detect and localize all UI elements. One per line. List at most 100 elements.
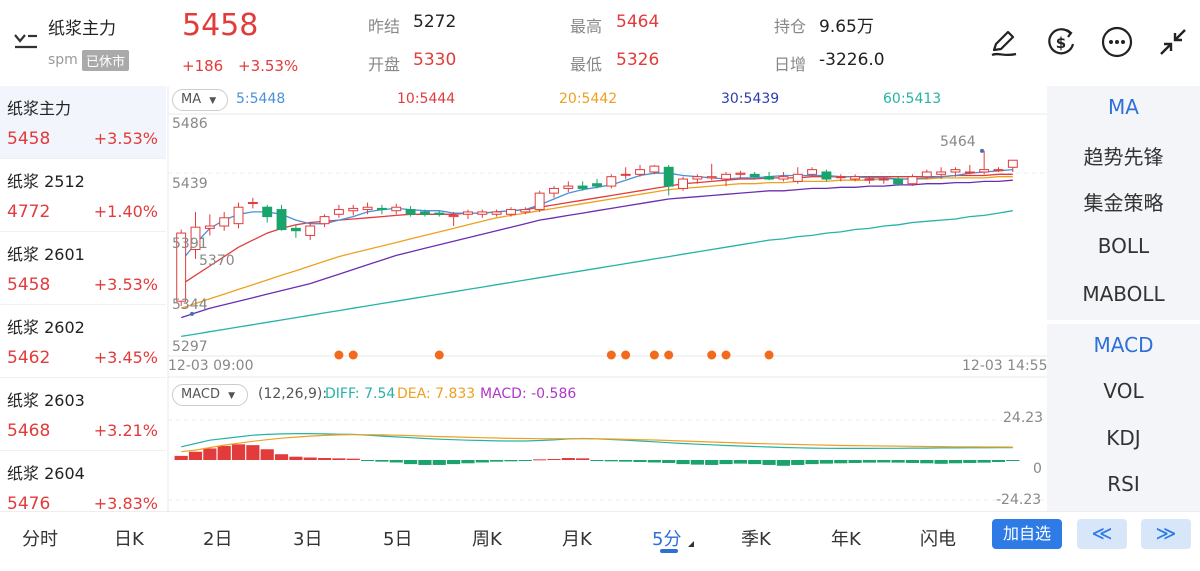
candle-body: [520, 209, 531, 213]
open-interest-label: 持仓: [774, 17, 807, 36]
macd-diff: DIFF: 7.54: [325, 386, 396, 402]
candle-body: [692, 176, 703, 180]
tab-weekly[interactable]: 周K: [472, 529, 502, 550]
macd-bar: [475, 460, 489, 463]
candle-body: [706, 176, 717, 179]
list-item[interactable]: 纸浆 2603 5468 +3.21%: [0, 378, 166, 451]
candle-body: [592, 183, 602, 187]
macd-bar: [719, 460, 733, 465]
tab-5min[interactable]: 5分: [652, 529, 682, 550]
macd-y-top: 24.23: [1003, 410, 1044, 426]
list-item[interactable]: 纸浆 2601 5458 +3.53%: [0, 232, 166, 305]
chevron-down-icon: ▼: [209, 96, 217, 106]
indicator-panel: MA 趋势先锋 集金策略 BOLL MABOLL MACD VOL KDJ RS…: [1047, 86, 1200, 511]
draw-pen-icon[interactable]: [986, 24, 1022, 60]
candle-body: [907, 176, 918, 185]
ma20-line: [180, 176, 1013, 309]
macd-bar: [619, 460, 633, 462]
tab-2day[interactable]: 2日: [203, 529, 233, 550]
tab-daily[interactable]: 日K: [114, 529, 144, 550]
indicator-rsi[interactable]: RSI: [1107, 472, 1140, 496]
market-status-badge: 已休市: [82, 50, 130, 71]
high-value: 5464: [616, 12, 660, 32]
candle-body: [204, 225, 215, 229]
contract-price: 5476: [7, 494, 51, 514]
list-item[interactable]: 纸浆 2604 5476 +3.83%: [0, 451, 166, 514]
indicator-boll[interactable]: BOLL: [1097, 234, 1150, 258]
list-item[interactable]: 纸浆主力 5458 +3.53%: [0, 86, 166, 159]
macd-indicator-select[interactable]: MACD ▼: [172, 384, 248, 406]
candle-body: [735, 172, 746, 175]
tab-monthly[interactable]: 月K: [562, 529, 592, 550]
macd-bar: [174, 455, 188, 460]
macd-bar: [490, 460, 504, 462]
ma10-legend: 10:5444: [397, 91, 456, 107]
tab-yearly[interactable]: 年K: [831, 529, 861, 550]
list-item[interactable]: 纸浆 2512 4772 +1.40%: [0, 159, 166, 232]
macd-bar: [848, 460, 862, 463]
candle-body: [262, 206, 273, 218]
contract-name: 纸浆 2601: [7, 245, 85, 264]
macd-y-zero: 0: [1033, 461, 1042, 477]
tab-5day[interactable]: 5日: [383, 529, 413, 550]
candle-body: [305, 225, 316, 236]
candle-body: [921, 171, 932, 178]
indicator-vol[interactable]: VOL: [1103, 379, 1144, 403]
macd-bar: [948, 460, 963, 464]
prev-button[interactable]: ≪: [1077, 519, 1127, 549]
tab-3day[interactable]: 3日: [293, 529, 323, 550]
candle-body: [405, 209, 416, 215]
ma5-legend: 5:5448: [236, 91, 286, 107]
more-icon[interactable]: [1099, 24, 1135, 60]
macd-bar: [934, 460, 948, 464]
tab-quarterly[interactable]: 季K: [741, 529, 771, 550]
collapse-icon[interactable]: [1155, 24, 1191, 60]
contract-name: 纸浆主力: [7, 99, 72, 118]
ma30-legend: 30:5439: [721, 91, 780, 107]
kline-chart[interactable]: [0, 0, 1047, 511]
list-item[interactable]: 纸浆 2602 5462 +3.45%: [0, 305, 166, 378]
candle-body: [749, 173, 760, 178]
candle-body: [950, 169, 961, 173]
macd-bar: [203, 448, 217, 460]
x-start-label: 12-03 09:00: [168, 358, 254, 374]
indicator-ma[interactable]: MA: [1108, 95, 1139, 119]
x-end-label: 12-03 14:55: [962, 358, 1048, 374]
candle-body: [290, 227, 301, 232]
macd-bar: [604, 460, 618, 462]
indicator-kdj[interactable]: KDJ: [1106, 426, 1141, 450]
tab-intraday[interactable]: 分时: [22, 529, 58, 550]
high-label: 最高: [570, 17, 603, 36]
indicator-maboll[interactable]: MABOLL: [1082, 282, 1165, 306]
macd-bar: [289, 456, 303, 460]
chevron-down-icon: ▼: [228, 391, 236, 401]
oi-change-label: 日增: [774, 55, 807, 74]
candle-body: [778, 176, 789, 180]
signal-marker: [434, 350, 444, 360]
macd-bar: [533, 459, 547, 461]
macd-bar: [188, 451, 203, 460]
signal-marker: [334, 350, 344, 360]
add-watchlist-button[interactable]: 加自选: [992, 519, 1062, 549]
menu-sort-icon[interactable]: [12, 30, 40, 54]
indicator-trend-pioneer[interactable]: 趋势先锋: [1083, 145, 1164, 169]
candle-body: [678, 178, 688, 189]
candle-body: [376, 207, 387, 211]
ma30-line: [180, 179, 1013, 319]
macd-bar: [977, 460, 991, 463]
macd-bar: [547, 459, 561, 461]
indicator-macd[interactable]: MACD: [1093, 333, 1154, 357]
contract-price: 5462: [7, 348, 51, 368]
ma60-legend: 60:5413: [883, 91, 942, 107]
macd-params: (12,26,9):: [258, 386, 328, 402]
tab-flash[interactable]: 闪电: [920, 529, 956, 550]
candle-body: [362, 206, 373, 211]
candle-body: [821, 171, 832, 180]
ma-indicator-select[interactable]: MA ▼: [172, 89, 228, 111]
open-value: 5330: [413, 50, 457, 70]
next-button[interactable]: ≫: [1141, 519, 1191, 549]
candle-body: [434, 212, 445, 215]
macd-bar: [217, 445, 231, 460]
dollar-cycle-icon[interactable]: $: [1043, 24, 1079, 60]
indicator-gold-strategy[interactable]: 集金策略: [1083, 191, 1164, 215]
